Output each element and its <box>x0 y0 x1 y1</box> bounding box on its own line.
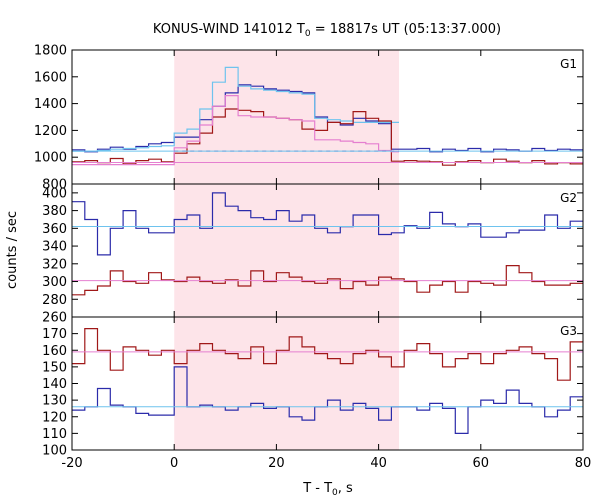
y-tick-label: 1000 <box>34 151 67 166</box>
y-tick-label: 1400 <box>34 97 67 112</box>
panel-label: G2 <box>560 191 577 205</box>
y-tick-label: 320 <box>42 257 67 272</box>
x-tick-label: 40 <box>370 456 387 471</box>
y-tick-label: 110 <box>42 427 67 442</box>
y-tick-label: 1800 <box>34 44 67 59</box>
x-axis-label: T - T0, s <box>302 481 353 498</box>
y-tick-label: 280 <box>42 293 67 308</box>
plot-area: 80010001200140016001800G1260280300320340… <box>34 44 591 472</box>
y-tick-label: 170 <box>42 327 67 342</box>
shaded-interval <box>174 50 400 450</box>
y-tick-label: 130 <box>42 394 67 409</box>
y-tick-label: 260 <box>42 311 67 326</box>
y-tick-label: 340 <box>42 240 67 255</box>
y-tick-label: 1200 <box>34 124 67 139</box>
y-tick-label: 360 <box>42 222 67 237</box>
y-tick-label: 150 <box>42 360 67 375</box>
panel-label: G1 <box>560 57 577 71</box>
y-tick-label: 300 <box>42 275 67 290</box>
x-tick-label: 0 <box>170 456 178 471</box>
panel-label: G3 <box>560 324 577 338</box>
y-tick-label: 380 <box>42 204 67 219</box>
y-axis-label: counts / sec <box>5 211 20 289</box>
x-tick-label: 20 <box>268 456 285 471</box>
x-tick-label: 80 <box>575 456 592 471</box>
chart-title: KONUS-WIND 141012 T0 = 18817s UT (05:13:… <box>153 22 501 39</box>
panel-G1-series-red_hist <box>72 108 583 166</box>
y-tick-label: 160 <box>42 344 67 359</box>
y-tick-label: 800 <box>42 178 67 193</box>
panel-G2-series-blue_hist <box>72 192 583 256</box>
y-tick-label: 120 <box>42 410 67 425</box>
y-tick-label: 1600 <box>34 70 67 85</box>
panel-G3-series-red_hist <box>72 328 583 381</box>
x-tick-label: 60 <box>473 456 490 471</box>
panel-G1-series-light_blue <box>72 66 399 152</box>
panel-G1-series-pink <box>72 95 399 166</box>
y-tick-label: 140 <box>42 377 67 392</box>
y-tick-label: 100 <box>42 444 67 459</box>
panel-G3-series-blue_hist <box>72 366 583 434</box>
x-tick-label: -20 <box>61 456 82 471</box>
panel-G2-series-red_hist <box>72 265 583 296</box>
y-tick-label: 400 <box>42 186 67 201</box>
